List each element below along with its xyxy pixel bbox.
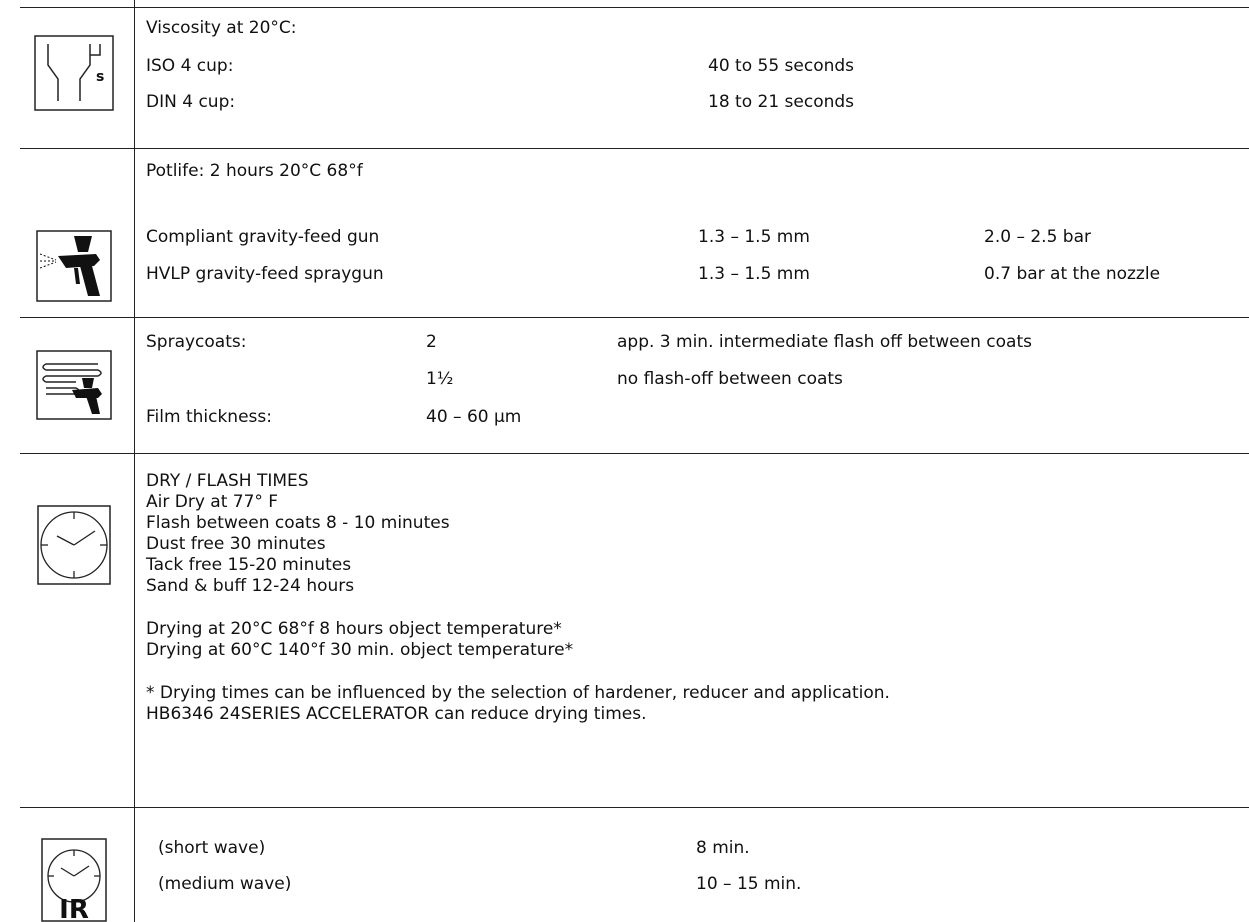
- row-divider: [20, 453, 1249, 454]
- viscosity-title: Viscosity at 20°C:: [146, 18, 297, 38]
- clock-icon: [37, 505, 111, 585]
- drying-note: * Drying times can be influenced by the …: [146, 683, 890, 703]
- spraycoats-note: app. 3 min. intermediate flash off betwe…: [617, 332, 1032, 352]
- hvlp-gun-label: HVLP gravity-feed spraygun: [146, 264, 384, 284]
- film-thickness-value: 40 – 60 µm: [426, 407, 522, 427]
- spraycoats-alt-value: 1½: [426, 369, 454, 389]
- row-divider: [20, 148, 1249, 149]
- potlife-text: Potlife: 2 hours 20°C 68°f: [146, 161, 363, 181]
- short-wave-label: (short wave): [158, 838, 266, 858]
- compliant-gun-label: Compliant gravity-feed gun: [146, 227, 380, 247]
- viscosity-cup-icon: s: [34, 35, 114, 111]
- iso-cup-value: 40 to 55 seconds: [708, 56, 855, 76]
- hvlp-gun-nozzle: 1.3 – 1.5 mm: [698, 264, 810, 284]
- spraycoats-value: 2: [426, 332, 437, 352]
- svg-text:s: s: [96, 69, 104, 85]
- drying-heading: DRY / FLASH TIMES: [146, 471, 309, 491]
- drying-line: Air Dry at 77° F: [146, 492, 279, 512]
- medium-wave-value: 10 – 15 min.: [696, 874, 802, 894]
- ir-icon-text: IR: [59, 895, 89, 922]
- din-cup-value: 18 to 21 seconds: [708, 92, 855, 112]
- compliant-gun-nozzle: 1.3 – 1.5 mm: [698, 227, 810, 247]
- ir-clock-icon: IR: [41, 838, 107, 922]
- medium-wave-label: (medium wave): [158, 874, 292, 894]
- row-divider: [20, 807, 1249, 808]
- iso-cup-label: ISO 4 cup:: [146, 56, 234, 76]
- drying-line: Flash between coats 8 - 10 minutes: [146, 513, 450, 533]
- drying-note: HB6346 24SERIES ACCELERATOR can reduce d…: [146, 704, 647, 724]
- drying-line: Sand & buff 12-24 hours: [146, 576, 355, 596]
- din-cup-label: DIN 4 cup:: [146, 92, 236, 112]
- drying-temp-line: Drying at 20°C 68°f 8 hours object tempe…: [146, 619, 562, 639]
- drying-line: Tack free 15-20 minutes: [146, 555, 352, 575]
- row-divider: [20, 7, 1249, 8]
- short-wave-value: 8 min.: [696, 838, 750, 858]
- row-divider: [20, 317, 1249, 318]
- spraycoats-label: Spraycoats:: [146, 332, 247, 352]
- compliant-gun-pressure: 2.0 – 2.5 bar: [984, 227, 1091, 247]
- hvlp-gun-pressure: 0.7 bar at the nozzle: [984, 264, 1161, 284]
- spraycoats-alt-note: no flash-off between coats: [617, 369, 843, 389]
- film-thickness-label: Film thickness:: [146, 407, 272, 427]
- spray-coats-icon: [36, 350, 112, 420]
- drying-temp-line: Drying at 60°C 140°f 30 min. object temp…: [146, 640, 574, 660]
- spray-gun-icon: [36, 230, 112, 302]
- column-divider: [134, 0, 135, 922]
- drying-line: Dust free 30 minutes: [146, 534, 326, 554]
